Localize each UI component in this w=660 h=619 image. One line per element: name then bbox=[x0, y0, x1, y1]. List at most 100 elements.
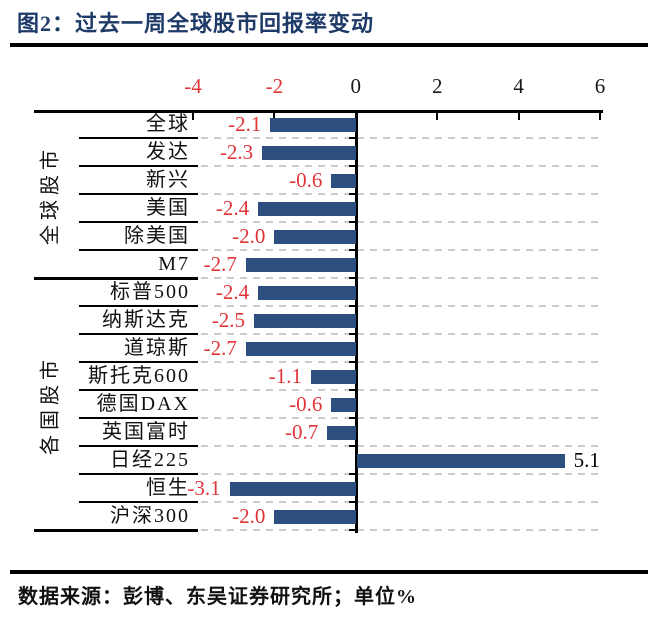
value-label: -2.3 bbox=[219, 140, 254, 164]
category-axis-tick-mark bbox=[349, 361, 355, 363]
group-separator bbox=[34, 529, 198, 532]
row-separator bbox=[79, 473, 198, 475]
category-axis-tick-mark bbox=[349, 445, 355, 447]
category-axis-tick-mark bbox=[349, 333, 355, 335]
row-separator bbox=[79, 221, 198, 223]
value-label: -2.4 bbox=[215, 196, 250, 220]
value-axis-tick-label: 6 bbox=[594, 74, 606, 98]
row-gridline bbox=[201, 501, 604, 503]
figure-title: 图2：过去一周全球股市回报率变动 bbox=[17, 11, 375, 36]
value-label: -3.1 bbox=[187, 476, 221, 500]
value-axis-tick-mark bbox=[599, 110, 601, 120]
category-label: 斯托克600 bbox=[88, 365, 190, 387]
category-axis-tick-mark bbox=[349, 501, 355, 503]
row-separator bbox=[79, 501, 198, 503]
source-note: 数据来源：彭博、东吴证券研究所；单位% bbox=[18, 586, 417, 608]
row-gridline bbox=[201, 137, 604, 139]
value-label: -2.7 bbox=[203, 252, 237, 276]
group-separator bbox=[34, 277, 198, 280]
row-gridline bbox=[201, 249, 604, 251]
value-label: 5.1 bbox=[573, 448, 600, 472]
title-divider-rule bbox=[10, 43, 648, 47]
category-label: 除美国 bbox=[124, 225, 190, 247]
bar bbox=[262, 146, 356, 160]
row-gridline bbox=[201, 389, 604, 391]
value-label: -2.0 bbox=[232, 504, 266, 528]
row-gridline bbox=[201, 473, 604, 475]
category-axis-tick-mark bbox=[349, 193, 355, 195]
bar bbox=[254, 314, 356, 328]
row-separator bbox=[79, 305, 198, 307]
value-label: -2.0 bbox=[232, 224, 266, 248]
value-label: -0.6 bbox=[289, 168, 323, 192]
category-label: 道琼斯 bbox=[124, 337, 190, 359]
row-separator bbox=[79, 193, 198, 195]
value-label: -2.7 bbox=[203, 336, 237, 360]
category-axis-tick-mark bbox=[349, 529, 355, 531]
value-label: -1.1 bbox=[268, 364, 303, 388]
category-label: 纳斯达克 bbox=[102, 309, 190, 331]
value-axis-tick-label: 2 bbox=[431, 74, 443, 98]
bar bbox=[245, 258, 356, 272]
bar bbox=[274, 230, 356, 244]
category-label: 沪深300 bbox=[110, 505, 190, 527]
bar bbox=[274, 510, 356, 524]
row-separator bbox=[79, 417, 198, 419]
bar bbox=[357, 454, 565, 468]
value-label: -2.1 bbox=[228, 112, 262, 136]
bar bbox=[245, 342, 356, 356]
value-axis-tick-mark bbox=[518, 110, 520, 120]
category-axis-tick-mark bbox=[349, 137, 355, 139]
category-axis-tick-mark bbox=[349, 165, 355, 167]
bar bbox=[270, 118, 356, 132]
value-axis-tick-label: 0 bbox=[350, 74, 362, 98]
value-axis-tick-label: 4 bbox=[513, 74, 524, 98]
row-separator bbox=[79, 249, 198, 251]
row-separator bbox=[79, 389, 198, 391]
category-label: 发达 bbox=[146, 141, 190, 163]
value-label: -0.6 bbox=[289, 392, 323, 416]
category-label: 美国 bbox=[146, 197, 190, 219]
value-axis-tick-mark bbox=[192, 110, 194, 120]
row-separator bbox=[79, 445, 198, 447]
value-axis-line bbox=[34, 110, 603, 113]
category-label: 恒生 bbox=[146, 477, 190, 499]
category-axis-tick-mark bbox=[349, 473, 355, 475]
row-gridline bbox=[201, 529, 604, 531]
category-axis-tick-mark bbox=[349, 305, 355, 307]
category-axis-tick-mark bbox=[349, 221, 355, 223]
row-gridline bbox=[201, 193, 604, 195]
row-separator bbox=[79, 361, 198, 363]
bar bbox=[311, 370, 356, 384]
row-gridline bbox=[201, 305, 604, 307]
value-axis-tick-mark bbox=[273, 110, 275, 120]
zero-baseline bbox=[355, 110, 358, 533]
category-axis-tick-mark bbox=[349, 389, 355, 391]
row-gridline bbox=[201, 165, 604, 167]
row-gridline bbox=[201, 333, 604, 335]
value-axis-tick-mark bbox=[436, 110, 438, 120]
bar bbox=[327, 426, 356, 440]
bar bbox=[331, 174, 356, 188]
value-axis-tick-label: -4 bbox=[184, 74, 202, 98]
category-label: 全球 bbox=[146, 113, 190, 135]
row-separator bbox=[79, 165, 198, 167]
row-gridline bbox=[201, 445, 604, 447]
value-label: -2.4 bbox=[215, 280, 250, 304]
category-label: 标普500 bbox=[110, 281, 190, 303]
category-axis-tick-mark bbox=[349, 417, 355, 419]
row-gridline bbox=[201, 361, 604, 363]
category-label: 日经225 bbox=[110, 449, 190, 471]
bar bbox=[258, 202, 356, 216]
category-label: 德国DAX bbox=[96, 393, 190, 415]
row-gridline bbox=[201, 277, 604, 279]
category-label: M7 bbox=[158, 253, 190, 275]
bar bbox=[229, 482, 356, 496]
row-separator bbox=[79, 137, 198, 139]
category-label: 英国富时 bbox=[102, 421, 190, 443]
row-gridline bbox=[201, 417, 604, 419]
row-gridline bbox=[201, 221, 604, 223]
footer-divider-rule bbox=[10, 570, 648, 574]
category-label: 新兴 bbox=[146, 169, 190, 191]
